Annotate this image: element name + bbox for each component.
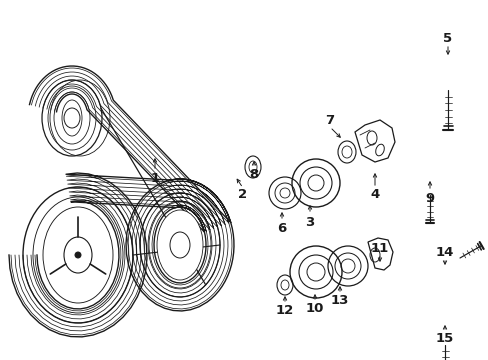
Ellipse shape bbox=[64, 108, 80, 128]
Text: 1: 1 bbox=[150, 171, 159, 184]
Polygon shape bbox=[367, 238, 392, 270]
Ellipse shape bbox=[157, 210, 203, 280]
Ellipse shape bbox=[43, 207, 113, 303]
Text: 15: 15 bbox=[435, 332, 453, 345]
Text: 5: 5 bbox=[443, 31, 451, 45]
Ellipse shape bbox=[62, 100, 82, 136]
Ellipse shape bbox=[170, 232, 190, 258]
Text: 10: 10 bbox=[305, 302, 324, 315]
Circle shape bbox=[75, 252, 81, 258]
Text: 7: 7 bbox=[325, 113, 334, 126]
Polygon shape bbox=[23, 80, 220, 323]
Text: 6: 6 bbox=[277, 221, 286, 234]
Text: 12: 12 bbox=[275, 303, 293, 316]
Text: 11: 11 bbox=[370, 242, 388, 255]
Polygon shape bbox=[354, 120, 394, 162]
Text: 2: 2 bbox=[238, 189, 247, 202]
Text: 14: 14 bbox=[435, 246, 453, 258]
Text: 9: 9 bbox=[425, 192, 434, 204]
Text: 3: 3 bbox=[305, 216, 314, 229]
Text: 4: 4 bbox=[369, 189, 379, 202]
Text: 13: 13 bbox=[330, 293, 348, 306]
Ellipse shape bbox=[64, 237, 92, 273]
Text: 8: 8 bbox=[249, 168, 258, 181]
